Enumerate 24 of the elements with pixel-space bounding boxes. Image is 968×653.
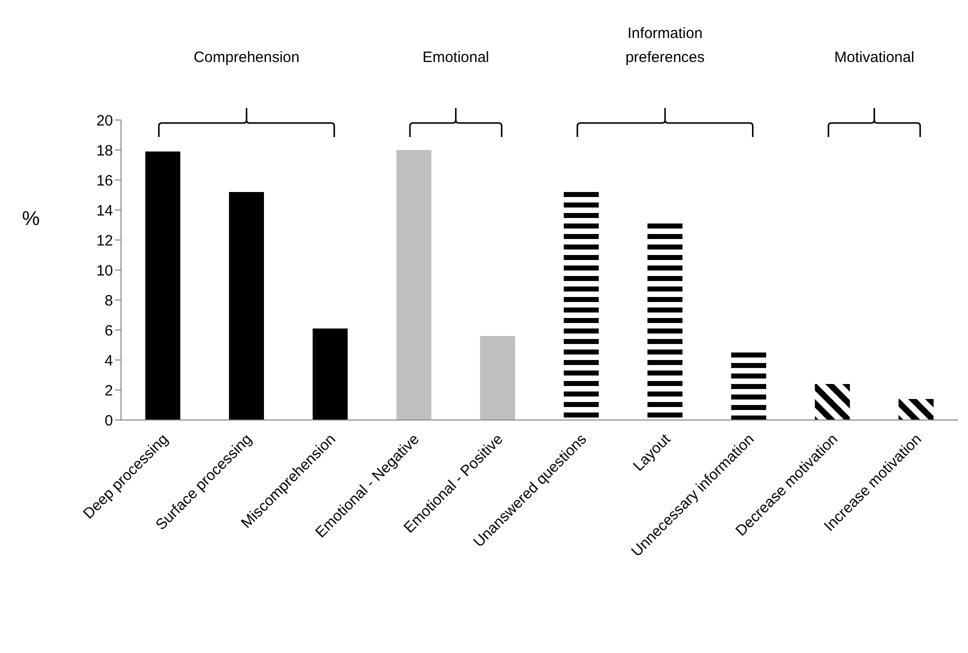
- text: Emotional: [422, 48, 490, 68]
- text: Motivational: [834, 48, 914, 68]
- text: Comprehension: [194, 48, 300, 68]
- y-tick-label: 4: [104, 352, 113, 370]
- bar: [814, 384, 850, 420]
- y-tick-label: 8: [104, 292, 113, 310]
- y-tick-label: 16: [96, 172, 113, 190]
- bar: [228, 192, 264, 420]
- y-tick-label: 0: [104, 412, 113, 430]
- bar: [396, 150, 432, 420]
- y-tick-label: 6: [104, 322, 113, 340]
- bar: [898, 399, 934, 420]
- y-tick-label: 2: [104, 382, 113, 400]
- bar: [480, 336, 516, 420]
- bar: [731, 352, 766, 420]
- y-tick-label: 14: [96, 202, 113, 220]
- text: Information preferences: [624, 24, 706, 68]
- bar: [145, 152, 180, 420]
- y-tick-label: 10: [96, 262, 113, 280]
- y-tick-label: 12: [96, 232, 113, 250]
- y-tick-label: 20: [96, 112, 113, 130]
- bar: [312, 328, 348, 420]
- y-tick-label: 18: [96, 142, 113, 160]
- y-axis-title: %: [22, 208, 40, 231]
